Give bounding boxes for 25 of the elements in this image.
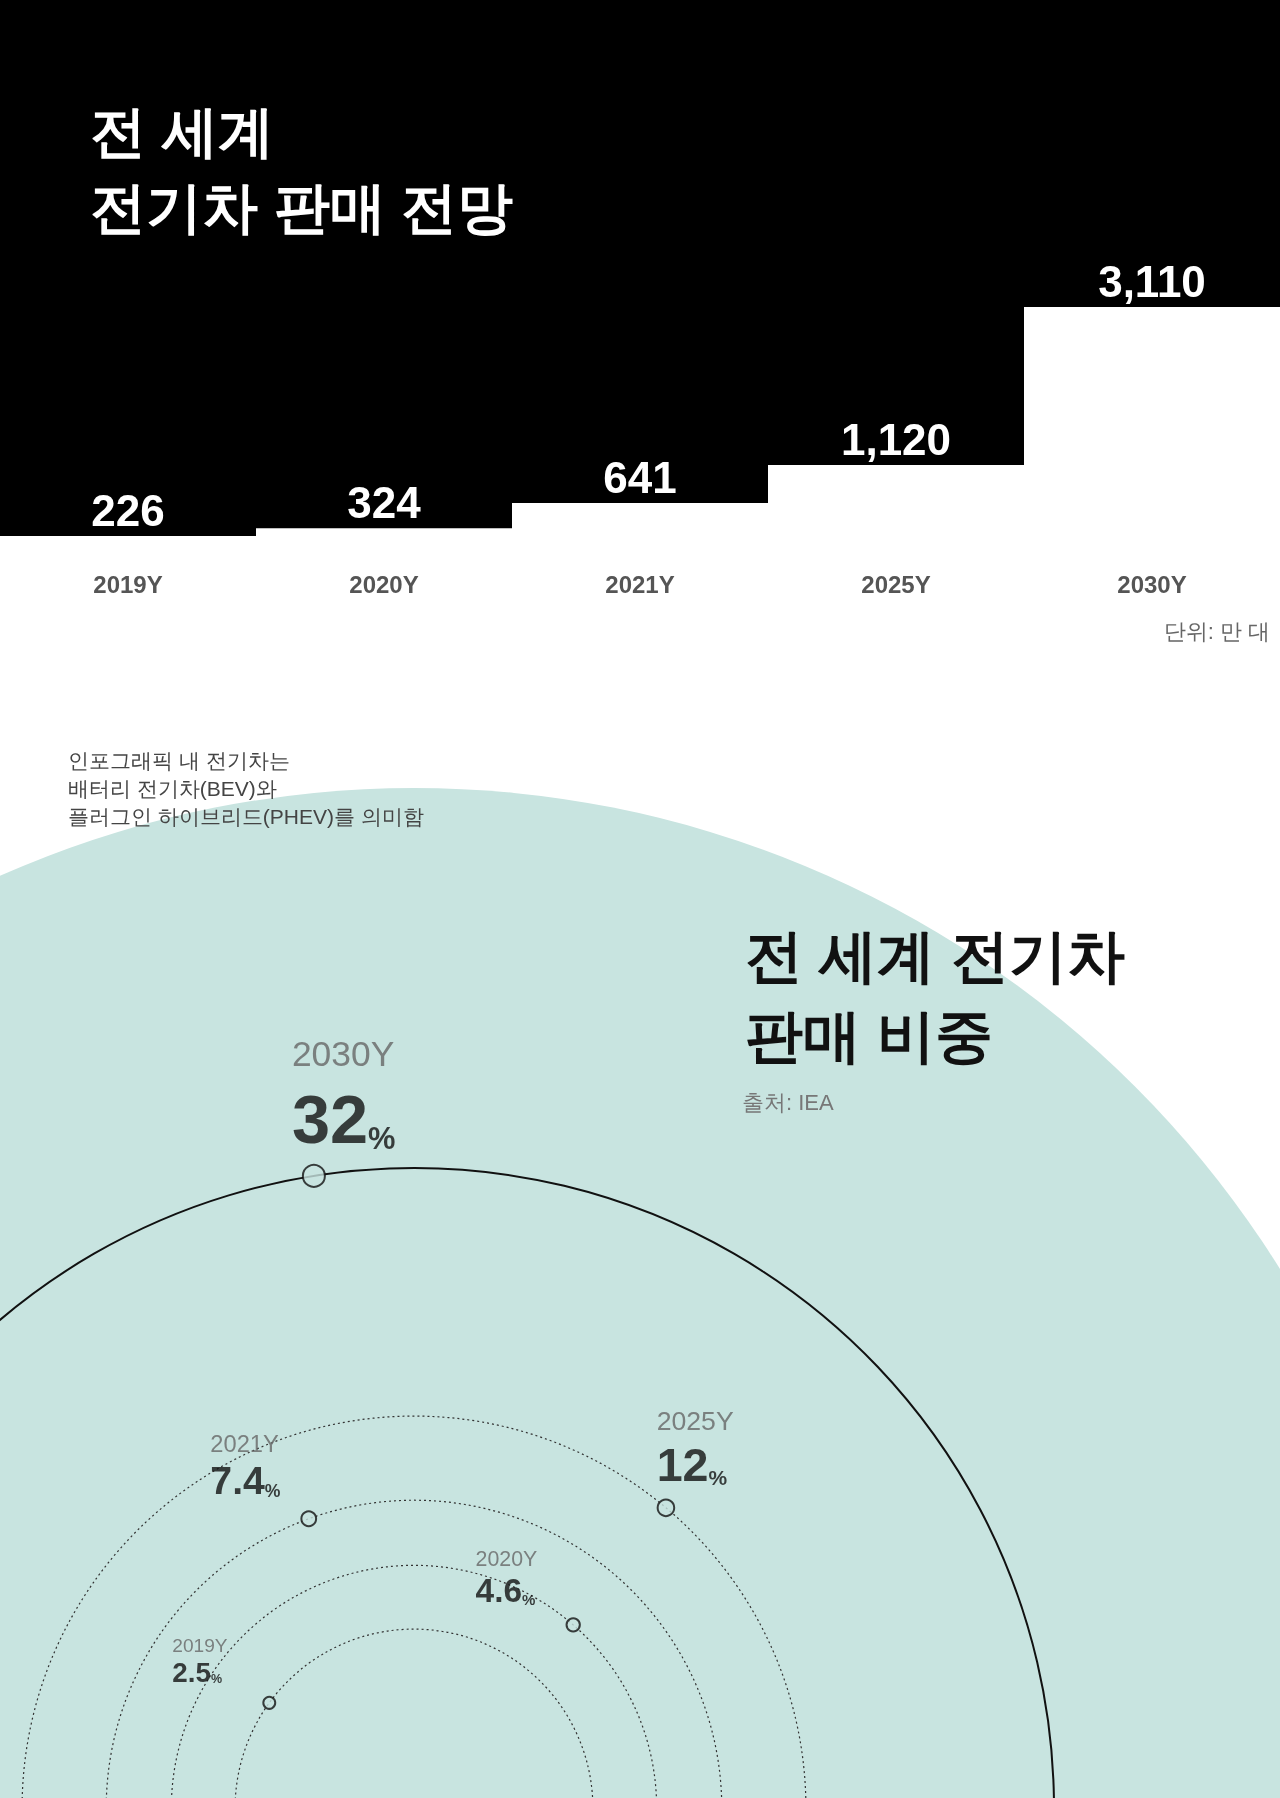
category-label: 2019Y <box>172 1635 228 1657</box>
source-note: 출처: IEA <box>742 1089 835 1115</box>
text: 단위: 만 대 <box>1163 618 1271 644</box>
x-tick-label: 2021Y <box>605 570 675 598</box>
x-tick-label: 2019Y <box>93 570 163 598</box>
data-label: 12% <box>656 1439 728 1492</box>
data-label: 3,110 <box>1098 256 1206 306</box>
data-label: 1,120 <box>840 414 952 464</box>
category-label: 2030Y <box>291 1034 395 1075</box>
text: 인포그래픽 내 전기차는 배터리 전기차(BEV)와 플러그인 하이브리드(PHEV)를 의미함 <box>68 748 424 828</box>
data-label: 4.6% <box>475 1571 536 1609</box>
x-tick-label: 2025Y <box>861 570 931 598</box>
category-label: 2025Y <box>656 1405 734 1436</box>
chart-title: 전 세계 전기차 판매 전망 <box>90 99 514 239</box>
x-tick-label: 2020Y <box>349 570 419 598</box>
category-label: 2020Y <box>475 1546 538 1571</box>
data-label: 7.4% <box>210 1459 281 1503</box>
data-label: 226 <box>91 485 165 535</box>
data-label: 32% <box>291 1081 396 1159</box>
category-label: 2021Y <box>210 1430 280 1457</box>
x-tick-label: 2030Y <box>1117 570 1187 598</box>
data-label: 641 <box>603 452 677 502</box>
text: 전 세계 전기차 판매 비중 <box>745 922 1126 1068</box>
data-label: 324 <box>347 477 422 527</box>
data-label: 2.5% <box>172 1656 223 1688</box>
